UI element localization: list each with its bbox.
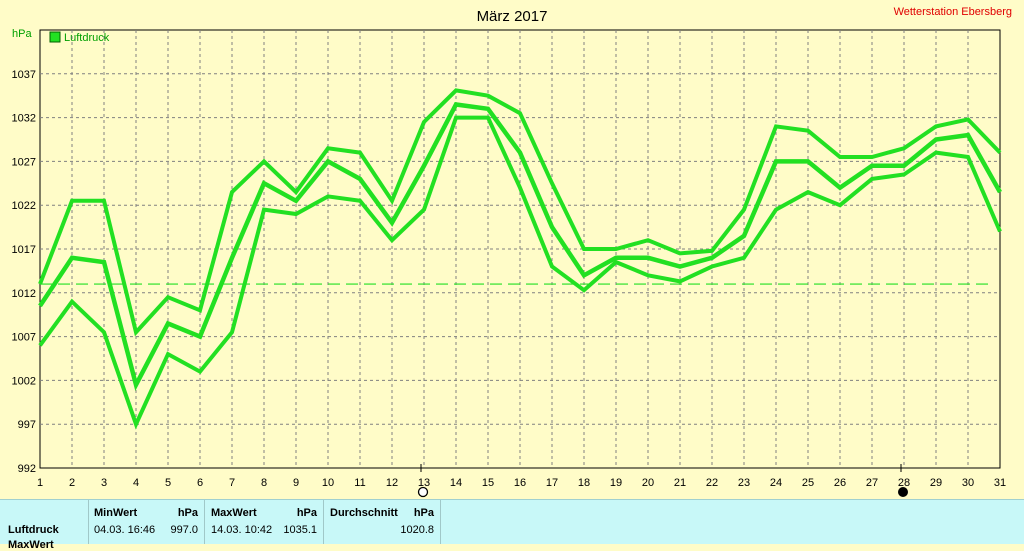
- stats-label-cell: Luftdruck MaxWert: [0, 500, 89, 551]
- x-tick-label: 10: [322, 477, 334, 489]
- station-name: Wetterstation Ebersberg: [894, 6, 1012, 18]
- x-tick-label: 4: [133, 477, 139, 489]
- x-tick-label: 15: [482, 477, 494, 489]
- x-tick-label: 29: [930, 477, 942, 489]
- x-tick-label: 6: [197, 477, 203, 489]
- x-tick-label: 17: [546, 477, 558, 489]
- y-tick-label: 992: [18, 463, 36, 475]
- average-unit: hPa: [413, 507, 434, 519]
- average-header: Durchschnitt: [330, 507, 398, 519]
- chart-title: März 2017: [477, 8, 548, 25]
- x-tick-label: 28: [898, 477, 910, 489]
- x-tick-label: 1: [37, 477, 43, 489]
- x-tick-label: 7: [229, 477, 235, 489]
- y-unit-label: hPa: [12, 28, 32, 40]
- min-date: 04.03. 16:46: [94, 524, 156, 536]
- y-tick-label: 1012: [12, 288, 36, 300]
- max-unit: hPa: [296, 507, 317, 519]
- series-line-2: [38, 102, 1002, 392]
- x-tick-label: 26: [834, 477, 846, 489]
- x-tick-label: 9: [293, 477, 299, 489]
- x-tick-label: 20: [642, 477, 654, 489]
- x-tick-label: 5: [165, 477, 171, 489]
- new-moon-icon: [417, 486, 429, 498]
- full-moon-icon: [898, 487, 908, 497]
- plot-area: 1 2 3 4 5 6 7 8 9 10 11 12 13 14 15 16 17 18 19 20 21 22 23 24 2…: [12, 29, 1006, 498]
- x-tick-label: 11: [354, 477, 365, 489]
- y-tick-label: 1032: [12, 113, 36, 125]
- row-label-maxwert: MaxWert: [8, 539, 54, 551]
- statistics-panel: Luftdruck MaxWert MinWert hPa 04.03. 16:…: [0, 499, 1024, 551]
- y-tick-label: 1022: [12, 200, 36, 212]
- x-tick-label: 12: [386, 477, 398, 489]
- x-tick-label: 27: [866, 477, 878, 489]
- series-line-3: [38, 115, 1002, 430]
- min-value: 997.0: [170, 524, 198, 536]
- x-tick-label: 25: [802, 477, 814, 489]
- x-tick-label: 31: [994, 477, 1006, 489]
- x-tick-label: 13: [418, 477, 430, 489]
- legend-swatch: [49, 31, 61, 43]
- x-tick-label: 18: [578, 477, 590, 489]
- max-value: 1035.1: [283, 524, 317, 536]
- x-tick-label: 8: [261, 477, 267, 489]
- y-tick-label: 1002: [12, 375, 36, 387]
- x-tick-label: 30: [962, 477, 974, 489]
- row-label-luftdruck: Luftdruck: [8, 524, 59, 536]
- x-tick-label: 23: [738, 477, 750, 489]
- average-value-cell: Durchschnitt hPa 1020.8: [324, 500, 441, 544]
- x-tick-label: 2: [69, 477, 75, 489]
- x-tick-label: 3: [101, 477, 107, 489]
- y-tick-label: 1037: [12, 69, 36, 81]
- x-tick-label: 24: [770, 477, 782, 489]
- pressure-chart: März 2017 Wetterstation Ebersberg hPa Lu…: [12, 6, 1012, 498]
- x-tick-label: 21: [674, 477, 686, 489]
- y-tick-label: 997: [18, 419, 36, 431]
- max-value-cell: MaxWert hPa 14.03. 10:42 1035.1: [205, 500, 324, 544]
- y-tick-label: 1007: [12, 332, 36, 344]
- min-unit: hPa: [177, 507, 198, 519]
- series-line-1: [38, 88, 1002, 337]
- x-tick-label: 22: [706, 477, 718, 489]
- max-date: 14.03. 10:42: [211, 524, 273, 536]
- min-value-cell: MinWert hPa 04.03. 16:46 997.0: [88, 500, 205, 544]
- y-tick-label: 1017: [12, 244, 36, 256]
- x-tick-label: 14: [450, 477, 462, 489]
- min-header: MinWert: [94, 507, 138, 519]
- x-tick-label: 19: [610, 477, 622, 489]
- x-tick-label: 16: [514, 477, 526, 489]
- average-value: 1020.8: [400, 524, 434, 536]
- legend-label: Luftdruck: [64, 32, 110, 44]
- y-tick-label: 1027: [12, 156, 36, 168]
- max-header: MaxWert: [211, 507, 257, 519]
